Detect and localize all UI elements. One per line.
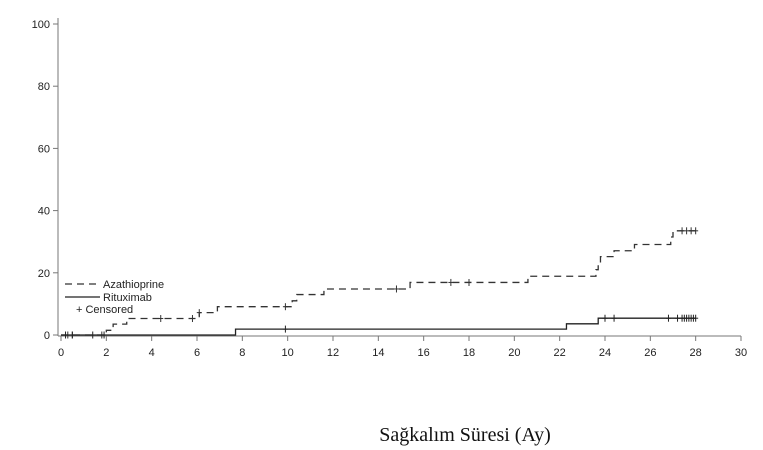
censor-mark-rituximab [675, 314, 681, 322]
censor-mark-rituximab [693, 314, 699, 322]
censor-mark-azathioprine [679, 227, 685, 235]
censor-mark-azathioprine [448, 278, 454, 286]
censor-mark-azathioprine [688, 227, 694, 235]
x-tick-label: 24 [599, 347, 611, 359]
series-line-rituximab [61, 317, 696, 336]
y-tick-label: 100 [32, 19, 50, 31]
censor-mark-azathioprine [684, 227, 690, 235]
x-tick-label: 20 [508, 347, 520, 359]
x-tick-label: 22 [554, 347, 566, 359]
censor-mark-rituximab [90, 331, 96, 339]
survival-chart: 0 2 4 6 8 10 12 14 16 18 20 22 24 26 28 30020406080100 … [32, 18, 747, 359]
censor-mark-rituximab [602, 314, 608, 322]
censor-mark-azathioprine [393, 285, 399, 293]
x-tick-label: 14 [372, 347, 384, 359]
x-tick-label: 18 [463, 347, 475, 359]
x-tick-label: 10 [282, 347, 294, 359]
censor-mark-azathioprine [282, 303, 288, 311]
series-line-azathioprine [61, 230, 696, 336]
x-tick-label: 4 [149, 347, 155, 359]
legend-censored-label: + Censored [76, 304, 133, 316]
censor-mark-rituximab [282, 325, 288, 333]
x-tick-label: 8 [239, 347, 245, 359]
y-tick-label: 0 [44, 330, 50, 342]
censor-mark-rituximab [63, 331, 69, 339]
y-tick-label: 80 [38, 81, 50, 93]
x-tick-label: 6 [194, 347, 200, 359]
x-tick-label: 12 [327, 347, 339, 359]
y-tick-label: 60 [38, 143, 50, 155]
legend-azathioprine-label: Azathioprine [103, 279, 164, 291]
censor-mark-rituximab [69, 331, 75, 339]
censor-mark-azathioprine [693, 227, 699, 235]
censor-mark-azathioprine [158, 315, 164, 323]
censor-mark-rituximab [101, 331, 107, 339]
censor-mark-rituximab [611, 314, 617, 322]
x-tick-label: 26 [644, 347, 656, 359]
legend: Azathioprine Rituximab + Censored [65, 279, 164, 316]
censor-mark-azathioprine [196, 309, 202, 317]
x-axis-label: Sağkalım Süresi (Ay) [379, 424, 551, 446]
censor-mark-azathioprine [189, 315, 195, 323]
y-tick-label: 40 [38, 206, 50, 218]
legend-rituximab-label: Rituximab [103, 292, 152, 304]
x-tick-label: 2 [103, 347, 109, 359]
y-tick-label: 20 [38, 268, 50, 280]
x-tick-label: 0 [58, 347, 64, 359]
censor-mark-azathioprine [466, 278, 472, 286]
x-tick-label: 30 [735, 347, 747, 359]
censor-mark-rituximab [665, 314, 671, 322]
x-tick-label: 16 [418, 347, 430, 359]
x-tick-label: 28 [690, 347, 702, 359]
